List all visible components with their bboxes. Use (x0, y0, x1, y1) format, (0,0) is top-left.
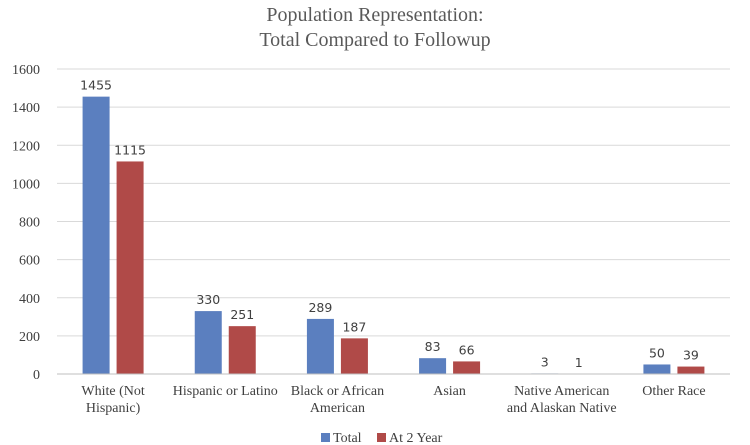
x-category-label: Native American (514, 384, 609, 399)
bar (82, 96, 110, 374)
bar (453, 361, 481, 374)
gridlines (57, 68, 730, 337)
data-label: 330 (196, 292, 220, 307)
bar (116, 161, 144, 374)
chart-title-line-1: Population Representation: (266, 4, 483, 26)
x-category-label: American (310, 401, 365, 416)
bar (419, 358, 447, 374)
y-axis-ticks: 0 200 400 600 800 1000 1200 1400 1600 (12, 63, 40, 383)
x-category-label: Hispanic) (86, 401, 141, 416)
legend-label: At 2 Year (389, 431, 443, 445)
x-category-label: Black or African (291, 384, 384, 399)
bar (194, 311, 222, 374)
y-tick-label: 200 (19, 330, 40, 345)
x-category-label: Other Race (642, 384, 705, 399)
data-label: 66 (459, 342, 475, 357)
legend: Total At 2 Year (321, 431, 443, 445)
y-tick-label: 1000 (12, 177, 40, 192)
data-labels: 1455 1115 330 251 289 187 83 66 3 1 50 39 (80, 78, 699, 370)
data-label: 3 (541, 354, 549, 369)
data-label: 50 (649, 345, 665, 360)
bar (677, 366, 705, 374)
legend-swatch (377, 433, 386, 442)
legend-swatch (321, 433, 330, 442)
bar (643, 364, 671, 374)
x-category-label: White (Not (81, 384, 144, 399)
data-label: 39 (683, 348, 699, 363)
y-tick-label: 400 (19, 292, 40, 307)
chart-title-line-2: Total Compared to Followup (259, 29, 490, 51)
data-label: 1115 (114, 142, 146, 157)
bar (228, 326, 256, 374)
y-tick-label: 1400 (12, 101, 40, 116)
data-label: 1 (575, 355, 583, 370)
bar (306, 318, 334, 374)
y-tick-label: 0 (33, 368, 40, 383)
data-label: 187 (342, 319, 366, 334)
x-category-label: and Alaskan Native (507, 401, 617, 416)
data-label: 289 (308, 300, 332, 315)
data-label: 251 (230, 307, 254, 322)
data-label: 1455 (80, 78, 112, 93)
data-label: 83 (425, 339, 441, 354)
x-category-label: Asian (433, 384, 466, 399)
category-labels: White (Not Hispanic) Hispanic or Latino Bla… (81, 384, 705, 416)
bar (340, 338, 368, 374)
y-tick-label: 600 (19, 254, 40, 269)
y-tick-label: 1600 (12, 63, 40, 78)
y-tick-label: 800 (19, 216, 40, 231)
x-category-label: Hispanic or Latino (173, 384, 278, 399)
bars (82, 96, 705, 374)
y-tick-label: 1200 (12, 139, 40, 154)
legend-label: Total (333, 431, 362, 445)
